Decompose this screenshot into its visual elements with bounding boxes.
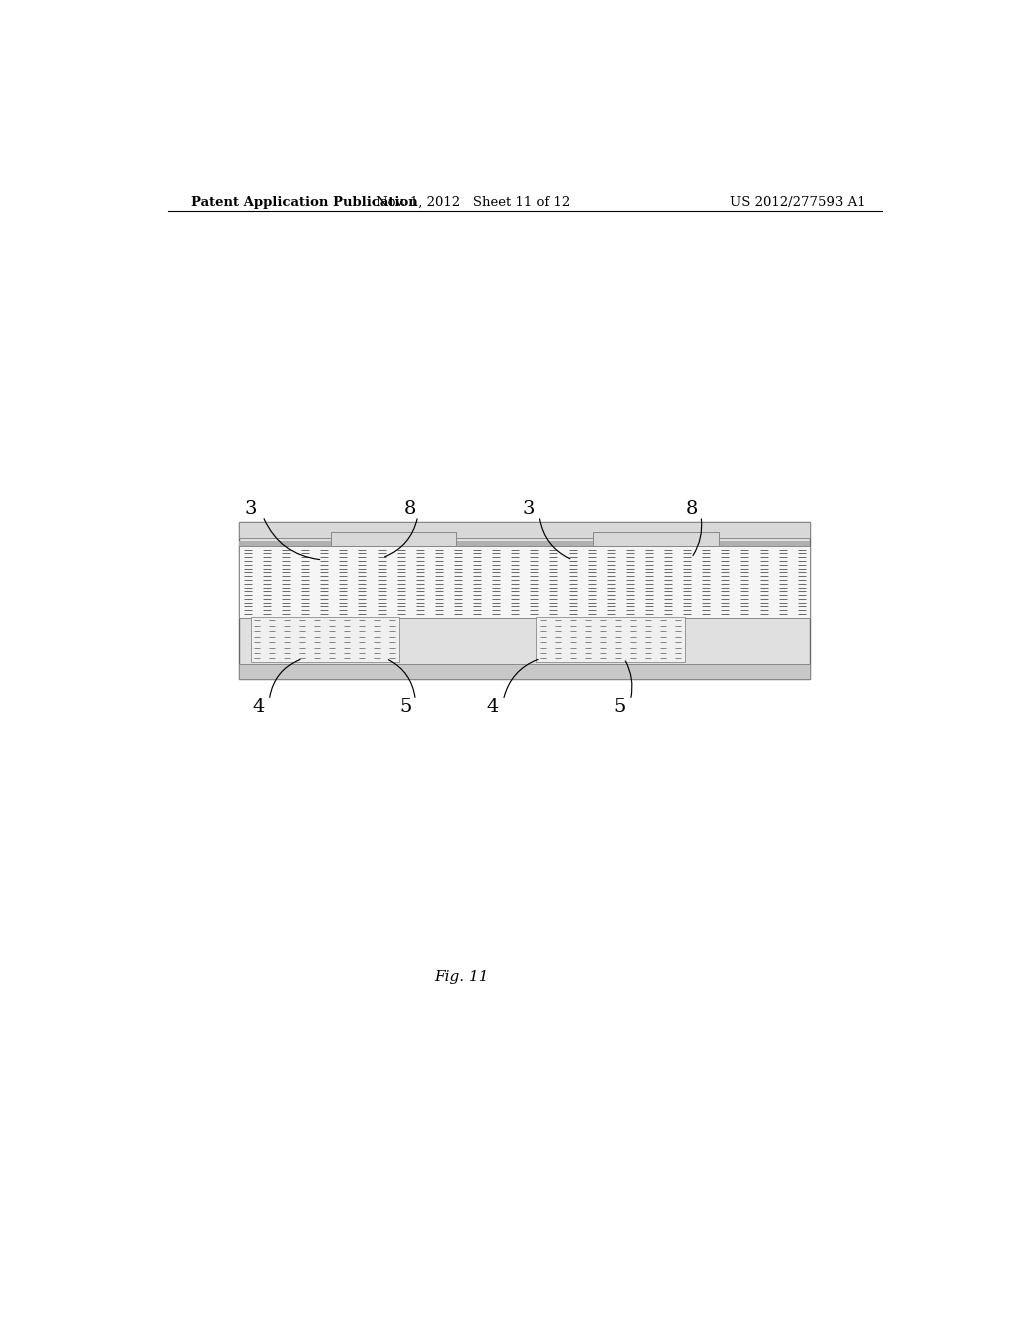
Text: 5: 5 bbox=[613, 698, 627, 717]
Text: Fig. 11: Fig. 11 bbox=[434, 970, 488, 983]
Bar bbox=[240, 521, 811, 680]
Bar bbox=[240, 545, 811, 618]
Text: 8: 8 bbox=[403, 500, 416, 517]
Text: 4: 4 bbox=[486, 698, 500, 717]
Text: 4: 4 bbox=[253, 698, 265, 717]
Bar bbox=[251, 618, 399, 661]
Bar bbox=[240, 664, 811, 680]
Text: 5: 5 bbox=[399, 698, 412, 717]
Text: 3: 3 bbox=[245, 500, 257, 517]
Text: 8: 8 bbox=[685, 500, 697, 517]
Text: US 2012/277593 A1: US 2012/277593 A1 bbox=[730, 195, 866, 209]
FancyArrowPatch shape bbox=[388, 660, 415, 697]
FancyArrowPatch shape bbox=[540, 519, 570, 558]
FancyArrowPatch shape bbox=[385, 519, 417, 557]
FancyArrowPatch shape bbox=[269, 660, 300, 697]
FancyArrowPatch shape bbox=[693, 519, 701, 556]
Text: Nov. 1, 2012   Sheet 11 of 12: Nov. 1, 2012 Sheet 11 of 12 bbox=[376, 195, 570, 209]
FancyArrowPatch shape bbox=[504, 660, 538, 697]
Bar bbox=[240, 521, 811, 537]
Text: Patent Application Publication: Patent Application Publication bbox=[191, 195, 418, 209]
FancyArrowPatch shape bbox=[626, 661, 632, 697]
Bar bbox=[331, 532, 457, 545]
FancyArrowPatch shape bbox=[264, 519, 319, 560]
Bar bbox=[537, 618, 685, 661]
Bar bbox=[593, 532, 719, 545]
Text: 3: 3 bbox=[522, 500, 535, 517]
Bar bbox=[240, 541, 811, 545]
